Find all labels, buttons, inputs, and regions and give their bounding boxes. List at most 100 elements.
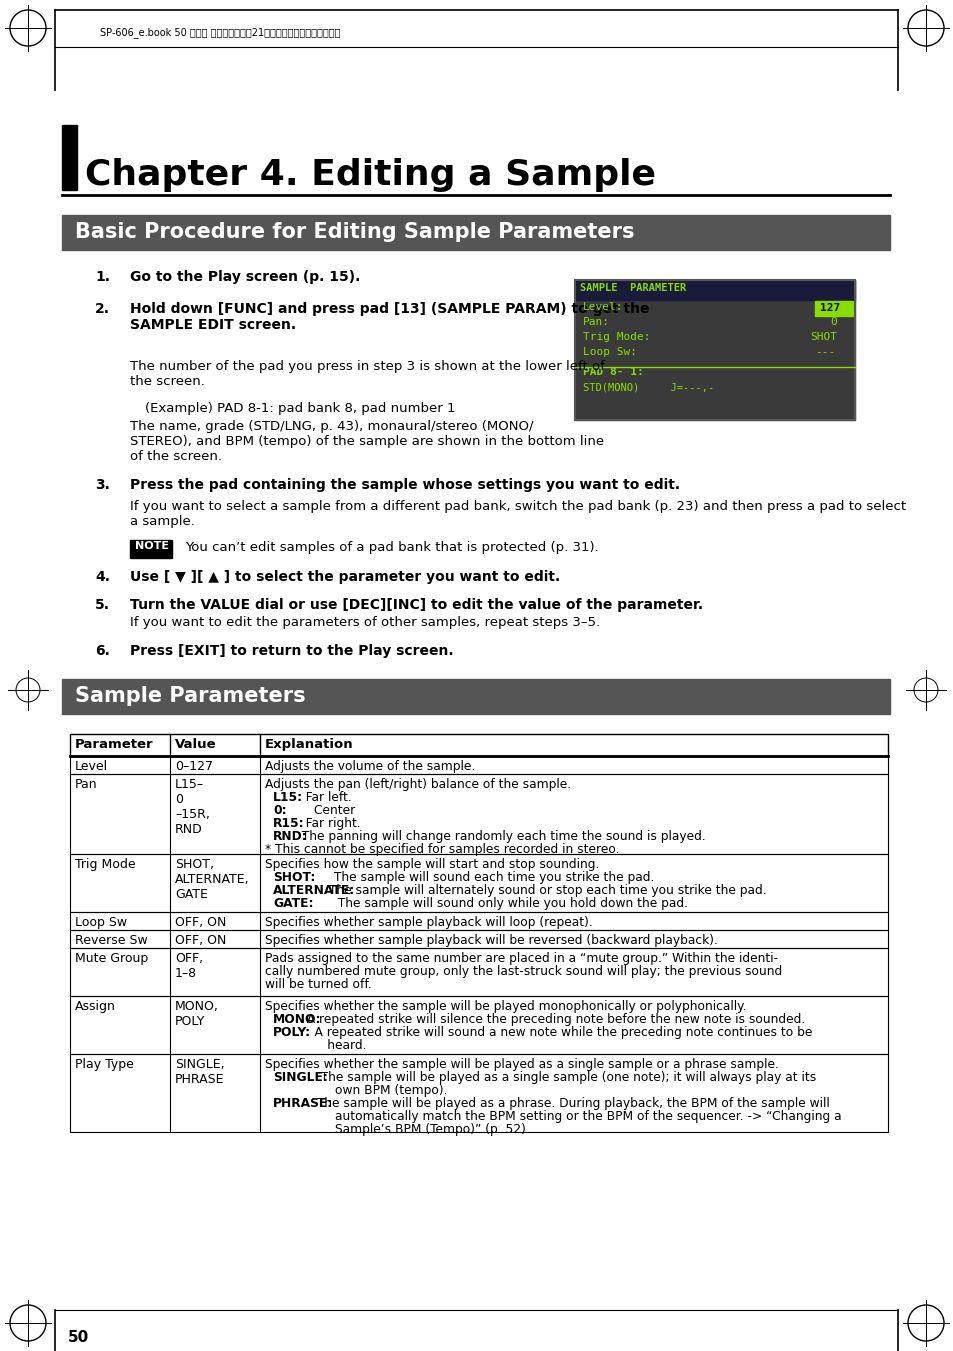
Text: Turn the VALUE dial or use [DEC][INC] to edit the value of the parameter.: Turn the VALUE dial or use [DEC][INC] to… xyxy=(130,598,702,612)
Text: Reverse Sw: Reverse Sw xyxy=(75,934,148,947)
Text: Level: Level xyxy=(75,761,108,773)
Text: PAD 8- 1:: PAD 8- 1: xyxy=(582,367,643,377)
Text: If you want to edit the parameters of other samples, repeat steps 3–5.: If you want to edit the parameters of ot… xyxy=(130,616,599,630)
Text: Sample Parameters: Sample Parameters xyxy=(75,686,305,707)
Text: PHRASE:: PHRASE: xyxy=(273,1097,333,1111)
Text: 50: 50 xyxy=(68,1329,90,1346)
Text: The name, grade (STD/LNG, p. 43), monaural/stereo (MONO/
STEREO), and BPM (tempo: The name, grade (STD/LNG, p. 43), monaur… xyxy=(130,420,603,463)
Text: Specifies whether the sample will be played as a single sample or a phrase sampl: Specifies whether the sample will be pla… xyxy=(265,1058,778,1071)
Bar xyxy=(814,301,852,316)
Text: STD(MONO)     J=---,-: STD(MONO) J=---,- xyxy=(582,382,714,392)
Text: Chapter 4. Editing a Sample: Chapter 4. Editing a Sample xyxy=(85,158,656,192)
Text: Basic Procedure for Editing Sample Parameters: Basic Procedure for Editing Sample Param… xyxy=(75,222,634,242)
Text: OFF, ON: OFF, ON xyxy=(174,934,226,947)
Bar xyxy=(62,680,889,713)
Text: The sample will sound each time you strike the pad.: The sample will sound each time you stri… xyxy=(298,871,654,884)
Text: ALTERNATE:: ALTERNATE: xyxy=(273,884,355,897)
Text: Press the pad containing the sample whose settings you want to edit.: Press the pad containing the sample whos… xyxy=(130,478,679,492)
Text: Pan:: Pan: xyxy=(582,317,609,327)
Text: automatically match the BPM setting or the BPM of the sequencer. -> “Changing a: automatically match the BPM setting or t… xyxy=(273,1111,841,1123)
Text: L15–
0
–15R,
RND: L15– 0 –15R, RND xyxy=(174,778,210,836)
Text: Explanation: Explanation xyxy=(265,738,354,751)
Text: * This cannot be specified for samples recorded in stereo.: * This cannot be specified for samples r… xyxy=(265,843,618,857)
Bar xyxy=(70,757,887,774)
Text: 1.: 1. xyxy=(95,270,110,284)
Text: A repeated strike will sound a new note while the preceding note continues to be: A repeated strike will sound a new note … xyxy=(298,1025,812,1039)
Bar xyxy=(70,774,887,854)
Text: Trig Mode: Trig Mode xyxy=(75,858,135,871)
Text: SINGLE:: SINGLE: xyxy=(273,1071,328,1084)
Text: The number of the pad you press in step 3 is shown at the lower left of
the scre: The number of the pad you press in step … xyxy=(130,359,604,388)
Text: (Example) PAD 8-1: pad bank 8, pad number 1: (Example) PAD 8-1: pad bank 8, pad numbe… xyxy=(145,403,455,415)
Bar xyxy=(575,280,854,300)
Text: If you want to select a sample from a different pad bank, switch the pad bank (p: If you want to select a sample from a di… xyxy=(130,500,905,528)
Text: 0–127: 0–127 xyxy=(174,761,213,773)
Text: ---: --- xyxy=(814,347,835,357)
Text: POLY:: POLY: xyxy=(273,1025,311,1039)
Text: The sample will alternately sound or stop each time you strike the pad.: The sample will alternately sound or sto… xyxy=(325,884,766,897)
Text: Center: Center xyxy=(283,804,355,817)
Text: Loop Sw: Loop Sw xyxy=(75,916,127,929)
Text: MONO,
POLY: MONO, POLY xyxy=(174,1000,218,1028)
Bar xyxy=(70,929,887,948)
Text: Adjusts the pan (left/right) balance of the sample.: Adjusts the pan (left/right) balance of … xyxy=(265,778,571,790)
Text: Far left.: Far left. xyxy=(294,790,352,804)
Bar xyxy=(70,996,887,1054)
Text: SHOT: SHOT xyxy=(809,332,836,342)
Text: You can’t edit samples of a pad bank that is protected (p. 31).: You can’t edit samples of a pad bank tha… xyxy=(185,540,598,554)
Text: Parameter: Parameter xyxy=(75,738,153,751)
Text: L15:: L15: xyxy=(273,790,303,804)
Text: Specifies whether the sample will be played monophonically or polyphonically.: Specifies whether the sample will be pla… xyxy=(265,1000,745,1013)
Text: 0: 0 xyxy=(829,317,836,327)
Text: 5.: 5. xyxy=(95,598,110,612)
Text: 127: 127 xyxy=(820,303,840,313)
Text: A repeated strike will silence the preceding note before the new note is sounded: A repeated strike will silence the prece… xyxy=(298,1013,804,1025)
Text: Press [EXIT] to return to the Play screen.: Press [EXIT] to return to the Play scree… xyxy=(130,644,453,658)
Text: Assign: Assign xyxy=(75,1000,115,1013)
Text: Specifies whether sample playback will be reversed (backward playback).: Specifies whether sample playback will b… xyxy=(265,934,717,947)
Text: OFF, ON: OFF, ON xyxy=(174,916,226,929)
Text: Loop Sw:: Loop Sw: xyxy=(582,347,637,357)
Text: 3.: 3. xyxy=(95,478,110,492)
Text: SAMPLE  PARAMETER: SAMPLE PARAMETER xyxy=(579,282,685,293)
Text: Play Type: Play Type xyxy=(75,1058,133,1071)
Text: MONO:: MONO: xyxy=(273,1013,321,1025)
Text: SHOT,
ALTERNATE,
GATE: SHOT, ALTERNATE, GATE xyxy=(174,858,250,901)
Text: Adjusts the volume of the sample.: Adjusts the volume of the sample. xyxy=(265,761,475,773)
Text: Use [ ▼ ][ ▲ ] to select the parameter you want to edit.: Use [ ▼ ][ ▲ ] to select the parameter y… xyxy=(130,570,559,584)
Text: Hold down [FUNC] and press pad [13] (SAMPLE PARAM) to get the
SAMPLE EDIT screen: Hold down [FUNC] and press pad [13] (SAM… xyxy=(130,303,649,332)
Text: The sample will be played as a single sample (one note); it will always play at : The sample will be played as a single sa… xyxy=(309,1071,816,1084)
Text: heard.: heard. xyxy=(273,1039,366,1052)
Text: 0:: 0: xyxy=(273,804,286,817)
Text: Pan: Pan xyxy=(75,778,97,790)
Text: SINGLE,
PHRASE: SINGLE, PHRASE xyxy=(174,1058,224,1086)
Text: Level:: Level: xyxy=(582,303,623,312)
Text: R15:: R15: xyxy=(273,817,304,830)
Bar xyxy=(70,912,887,929)
Text: The panning will change randomly each time the sound is played.: The panning will change randomly each ti… xyxy=(294,830,705,843)
Text: The sample will sound only while you hold down the pad.: The sample will sound only while you hol… xyxy=(298,897,687,911)
Bar xyxy=(130,540,172,558)
Text: Mute Group: Mute Group xyxy=(75,952,148,965)
Text: The sample will be played as a phrase. During playback, the BPM of the sample wi: The sample will be played as a phrase. D… xyxy=(309,1097,829,1111)
Bar xyxy=(70,948,887,996)
Text: SHOT:: SHOT: xyxy=(273,871,315,884)
Bar xyxy=(70,1054,887,1132)
Text: Value: Value xyxy=(174,738,216,751)
Text: RND:: RND: xyxy=(273,830,308,843)
Text: own BPM (tempo).: own BPM (tempo). xyxy=(273,1084,447,1097)
Text: OFF,
1–8: OFF, 1–8 xyxy=(174,952,203,979)
Bar xyxy=(62,215,889,250)
Text: will be turned off.: will be turned off. xyxy=(265,978,372,992)
Bar xyxy=(62,126,77,190)
Text: Far right.: Far right. xyxy=(294,817,360,830)
Bar xyxy=(575,280,854,420)
Text: SP-606_e.book 50 ページ ２００４年６月21日　月曜日　午前１０時８分: SP-606_e.book 50 ページ ２００４年６月21日 月曜日 午前１０… xyxy=(100,27,340,38)
Text: Go to the Play screen (p. 15).: Go to the Play screen (p. 15). xyxy=(130,270,360,284)
Text: Specifies how the sample will start and stop sounding.: Specifies how the sample will start and … xyxy=(265,858,598,871)
Bar xyxy=(575,280,854,420)
Text: Trig Mode:: Trig Mode: xyxy=(582,332,650,342)
Text: 2.: 2. xyxy=(95,303,110,316)
Text: Sample’s BPM (Tempo)” (p. 52): Sample’s BPM (Tempo)” (p. 52) xyxy=(273,1123,525,1136)
Text: Pads assigned to the same number are placed in a “mute group.” Within the identi: Pads assigned to the same number are pla… xyxy=(265,952,778,965)
